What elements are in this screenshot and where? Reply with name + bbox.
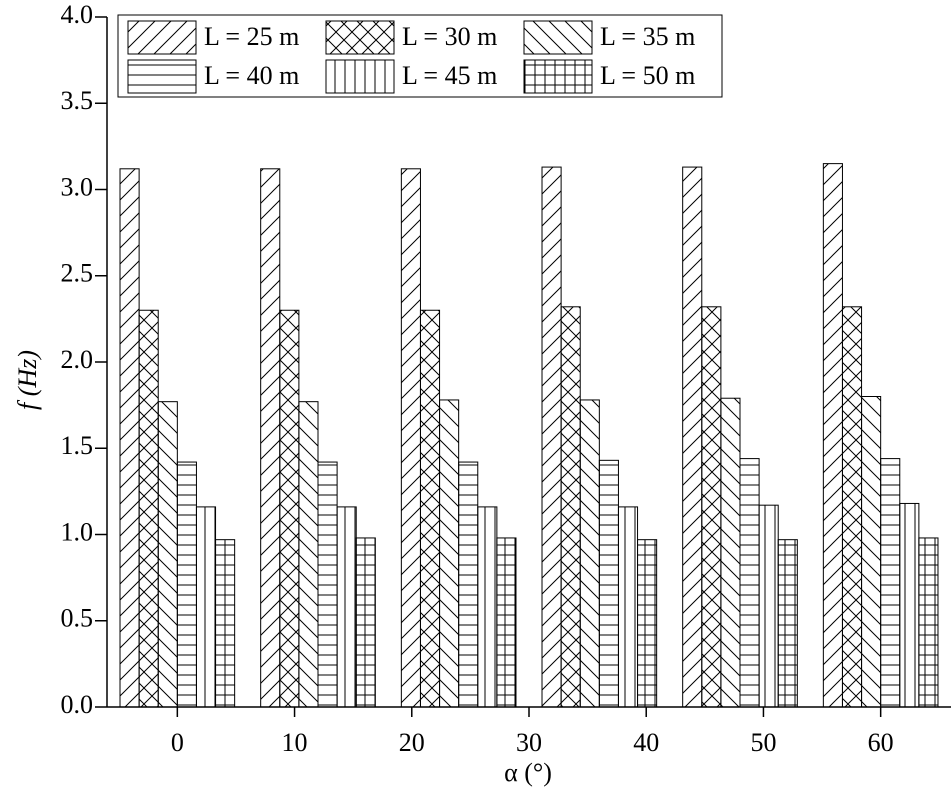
legend-box <box>117 14 723 98</box>
bar <box>439 399 460 708</box>
bar <box>861 396 882 708</box>
bar <box>195 506 217 708</box>
bar <box>918 537 939 708</box>
bar <box>355 537 376 708</box>
bar <box>541 166 562 708</box>
bar <box>701 306 722 708</box>
bar <box>336 506 357 708</box>
legend-label: L = 40 m <box>204 61 299 90</box>
bar <box>298 401 319 708</box>
legend-swatch <box>523 59 593 94</box>
x-tick-label: 0 <box>171 728 184 757</box>
bar <box>560 306 581 708</box>
legend-swatch <box>127 59 197 94</box>
y-tick-label: 3.5 <box>61 86 94 115</box>
x-tick-label: 40 <box>633 728 659 757</box>
bar <box>260 168 281 708</box>
bar <box>419 309 441 708</box>
y-tick-label: 3.0 <box>61 172 94 201</box>
legend-label: L = 35 m <box>600 22 695 51</box>
y-tick-label: 4.0 <box>61 0 94 29</box>
bar <box>739 458 760 708</box>
y-tick-label: 1.5 <box>61 431 94 460</box>
bar <box>458 461 479 708</box>
y-axis-label: f (Hz) <box>13 350 42 410</box>
bar <box>400 168 421 708</box>
legend-swatch <box>325 59 395 94</box>
bar <box>496 537 517 708</box>
bar <box>880 458 901 708</box>
bar <box>279 309 300 708</box>
bar <box>637 539 658 708</box>
bar <box>176 461 197 708</box>
y-tick-label: 2.0 <box>61 345 94 374</box>
legend-label: L = 25 m <box>204 22 299 51</box>
legend-swatch <box>127 20 197 55</box>
bar <box>477 506 498 708</box>
bar <box>899 502 920 708</box>
y-tick-label: 2.5 <box>61 259 94 288</box>
bar <box>215 539 236 708</box>
y-tick-label: 0.5 <box>61 604 94 633</box>
bar <box>138 309 159 708</box>
x-axis-label: α (°) <box>504 758 552 787</box>
legend-label: L = 45 m <box>402 61 497 90</box>
legend-swatch <box>325 20 395 55</box>
bar <box>119 168 140 708</box>
legend-label: L = 50 m <box>600 61 695 90</box>
y-tick-label: 0.0 <box>61 690 94 719</box>
legend-label: L = 30 m <box>402 22 497 51</box>
bar <box>822 163 843 708</box>
x-tick-label: 60 <box>868 728 894 757</box>
bar <box>682 166 703 708</box>
bar <box>617 506 639 708</box>
bar <box>720 397 741 708</box>
x-tick-label: 30 <box>516 728 542 757</box>
legend-swatch <box>523 20 593 55</box>
bar <box>758 504 779 708</box>
y-tick-label: 1.0 <box>61 517 94 546</box>
bar <box>157 401 178 708</box>
bar <box>317 461 338 708</box>
x-tick-label: 10 <box>282 728 308 757</box>
bar <box>841 306 863 708</box>
bar <box>598 459 619 708</box>
bar <box>777 539 798 708</box>
x-tick-label: 20 <box>399 728 425 757</box>
bar <box>579 399 600 708</box>
x-tick-label: 50 <box>750 728 776 757</box>
